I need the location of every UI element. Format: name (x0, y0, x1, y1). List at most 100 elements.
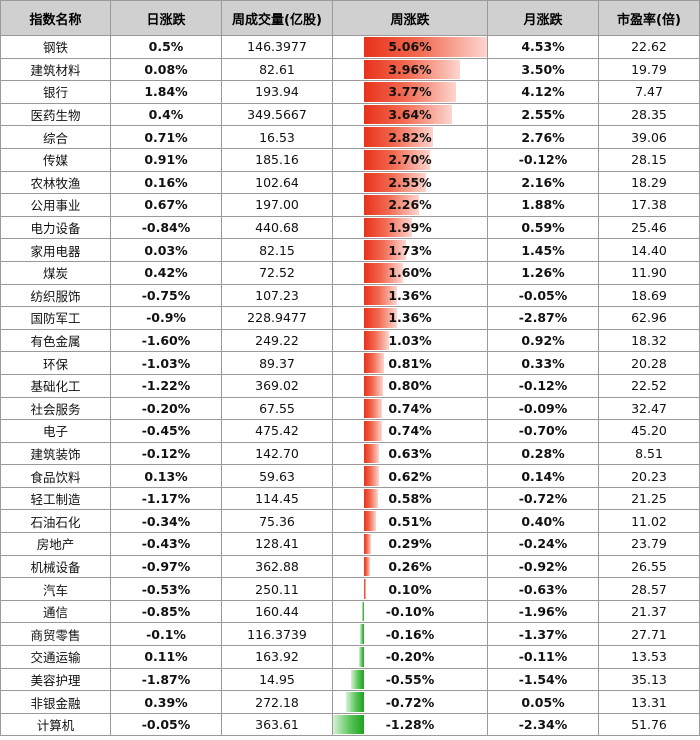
table-row: 建筑材料 0.08% 82.61 3.96% 3.50% 19.79 (0, 57, 700, 82)
weekly-change-bar (364, 262, 403, 283)
cell-index-name: 国防军工 (0, 306, 111, 330)
cell-weekly-volume: 197.00 (221, 193, 333, 217)
cell-daily-change: 0.67% (110, 193, 222, 217)
table-row: 环保 -1.03% 89.37 0.81% 0.33% 20.28 (0, 351, 700, 375)
cell-pe-ratio: 14.40 (598, 238, 700, 262)
table-row: 家用电器 0.03% 82.15 1.73% 1.45% 14.40 (0, 238, 700, 262)
cell-daily-change: -0.12% (110, 441, 222, 466)
cell-weekly-change: 2.26% (332, 193, 488, 217)
weekly-change-bar (364, 37, 487, 57)
table-row: 基础化工 -1.22% 369.02 0.80% -0.12% 22.52 (0, 373, 700, 398)
cell-weekly-volume: 363.61 (221, 712, 333, 737)
cell-daily-change: 0.08% (110, 57, 222, 82)
cell-daily-change: 0.16% (110, 170, 222, 195)
weekly-change-bar (360, 624, 364, 645)
cell-monthly-change: 2.76% (487, 125, 599, 149)
cell-weekly-volume: 128.41 (221, 532, 333, 556)
cell-weekly-volume: 475.42 (221, 419, 333, 443)
table-row: 轻工制造 -1.17% 114.45 0.58% -0.72% 21.25 (0, 486, 700, 511)
cell-weekly-volume: 107.23 (221, 283, 333, 308)
cell-monthly-change: 0.14% (487, 464, 599, 488)
cell-weekly-change: 0.51% (332, 509, 488, 534)
cell-pe-ratio: 45.20 (598, 419, 700, 443)
cell-weekly-change: 1.73% (332, 238, 488, 262)
cell-monthly-change: -0.05% (487, 283, 599, 308)
cell-daily-change: -1.22% (110, 373, 222, 398)
cell-weekly-change: 0.29% (332, 532, 488, 556)
weekly-change-value: 1.36% (388, 287, 432, 303)
cell-weekly-volume: 67.55 (221, 396, 333, 421)
cell-daily-change: -0.97% (110, 554, 222, 579)
cell-pe-ratio: 23.79 (598, 532, 700, 556)
cell-index-name: 银行 (0, 80, 111, 104)
cell-weekly-change: 0.26% (332, 554, 488, 579)
cell-weekly-change: -1.28% (332, 712, 488, 737)
weekly-change-value: 3.96% (388, 61, 432, 77)
weekly-change-bar (350, 669, 364, 690)
cell-weekly-change: 0.81% (332, 351, 488, 375)
table-row: 商贸零售 -0.1% 116.3739 -0.16% -1.37% 27.71 (0, 622, 700, 647)
table-row: 食品饮料 0.13% 59.63 0.62% 0.14% 20.23 (0, 464, 700, 488)
cell-monthly-change: -1.37% (487, 622, 599, 647)
cell-pe-ratio: 20.23 (598, 464, 700, 488)
cell-weekly-change: 0.80% (332, 373, 488, 398)
weekly-change-value: 2.82% (388, 129, 432, 145)
cell-daily-change: -1.60% (110, 328, 222, 353)
cell-weekly-change: 5.06% (332, 35, 488, 59)
weekly-change-value: 0.63% (388, 445, 432, 461)
cell-pe-ratio: 18.29 (598, 170, 700, 195)
cell-daily-change: -0.85% (110, 599, 222, 624)
weekly-change-bar (364, 398, 382, 419)
cell-index-name: 建筑装饰 (0, 441, 111, 466)
weekly-change-bar (364, 104, 453, 125)
weekly-change-bar (364, 127, 433, 147)
cell-pe-ratio: 22.62 (598, 35, 700, 59)
cell-index-name: 交通运输 (0, 645, 111, 669)
cell-pe-ratio: 25.46 (598, 215, 700, 240)
cell-index-name: 家用电器 (0, 238, 111, 262)
weekly-change-bar (364, 285, 398, 306)
weekly-change-value: 0.51% (388, 513, 432, 529)
cell-index-name: 房地产 (0, 532, 111, 556)
cell-weekly-change: 0.58% (332, 486, 488, 511)
cell-weekly-change: -0.55% (332, 667, 488, 692)
weekly-change-bar (333, 714, 364, 735)
cell-weekly-volume: 228.9477 (221, 306, 333, 330)
cell-weekly-volume: 59.63 (221, 464, 333, 488)
cell-weekly-change: 0.62% (332, 464, 488, 488)
table-row: 房地产 -0.43% 128.41 0.29% -0.24% 23.79 (0, 532, 700, 556)
table-row: 石油石化 -0.34% 75.36 0.51% 0.40% 11.02 (0, 509, 700, 534)
weekly-change-value: 0.58% (388, 491, 432, 507)
header-index-name: 指数名称 (0, 0, 111, 36)
cell-pe-ratio: 20.28 (598, 351, 700, 375)
cell-daily-change: 0.39% (110, 690, 222, 714)
cell-monthly-change: -0.63% (487, 577, 599, 601)
cell-index-name: 汽车 (0, 577, 111, 601)
cell-weekly-change: -0.20% (332, 645, 488, 669)
cell-daily-change: -0.53% (110, 577, 222, 601)
weekly-change-bar (364, 443, 380, 464)
cell-weekly-change: 1.99% (332, 215, 488, 240)
cell-index-name: 电子 (0, 419, 111, 443)
cell-pe-ratio: 26.55 (598, 554, 700, 579)
cell-monthly-change: -1.54% (487, 667, 599, 692)
cell-weekly-volume: 250.11 (221, 577, 333, 601)
cell-weekly-change: 1.03% (332, 328, 488, 353)
table-row: 汽车 -0.53% 250.11 0.10% -0.63% 28.57 (0, 577, 700, 601)
cell-pe-ratio: 21.37 (598, 599, 700, 624)
cell-monthly-change: -0.72% (487, 486, 599, 511)
cell-monthly-change: -0.12% (487, 147, 599, 172)
cell-monthly-change: 0.28% (487, 441, 599, 466)
cell-pe-ratio: 18.32 (598, 328, 700, 353)
cell-weekly-volume: 369.02 (221, 373, 333, 398)
table-body: 钢铁 0.5% 146.3977 5.06% 4.53% 22.62 建筑材料 0.08% 82… (0, 35, 700, 737)
weekly-change-value: 3.64% (388, 107, 432, 123)
cell-daily-change: -1.17% (110, 486, 222, 511)
cell-daily-change: 0.11% (110, 645, 222, 669)
weekly-change-bar (364, 59, 461, 80)
table-row: 国防军工 -0.9% 228.9477 1.36% -2.87% 62.96 (0, 306, 700, 330)
cell-pe-ratio: 28.15 (598, 147, 700, 172)
cell-index-name: 纺织服饰 (0, 283, 111, 308)
weekly-change-value: 1.36% (388, 310, 432, 326)
